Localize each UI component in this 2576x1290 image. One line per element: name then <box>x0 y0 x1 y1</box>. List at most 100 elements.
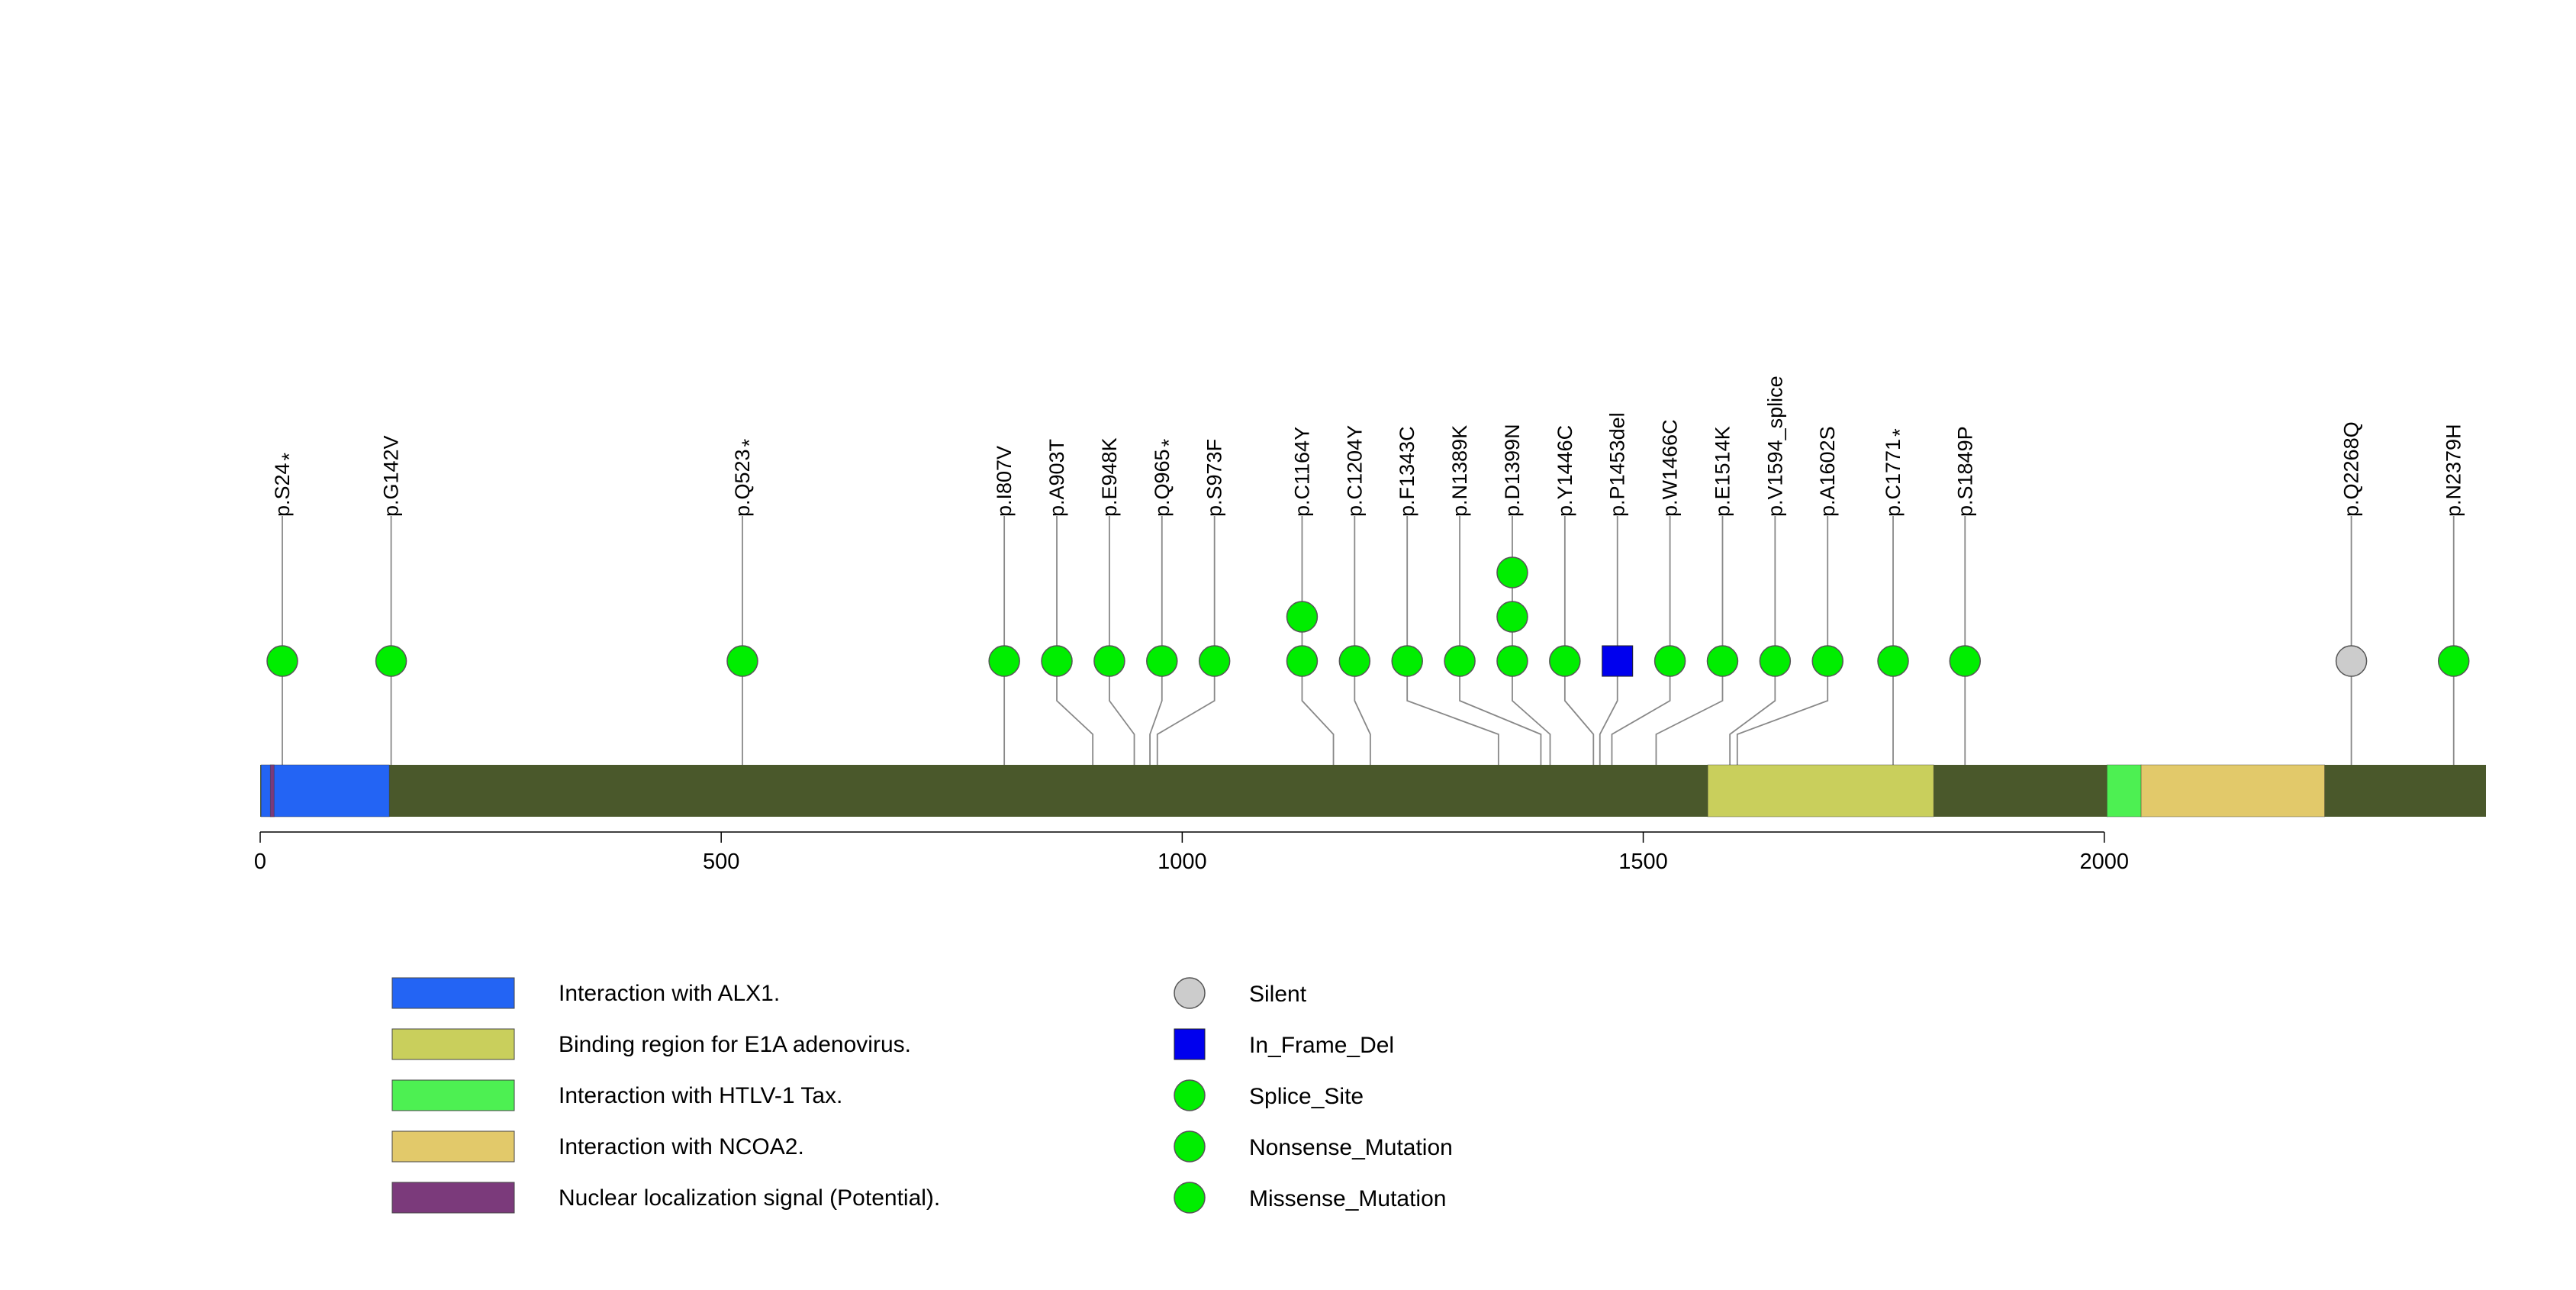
domain-legend-label-2: Interaction with HTLV-1 Tax. <box>559 1083 842 1108</box>
mutation-label-text: p.F1343C <box>1396 426 1418 517</box>
marker-14-0 <box>1602 645 1634 677</box>
mutation-legend-label-3: Nonsense_Mutation <box>1249 1135 1453 1160</box>
domain-0 <box>260 764 390 818</box>
nonsense-star: * <box>1889 428 1911 437</box>
mutation-label-text: p.V1594_splice <box>1763 376 1786 517</box>
mutation-label-text: p.S973F <box>1203 439 1226 517</box>
domain-legend-swatch-4 <box>391 1182 515 1214</box>
mutation-label-20: p.S1849P <box>1953 426 1976 517</box>
domain-legend-label-4: Nuclear localization signal (Potential). <box>559 1185 940 1211</box>
marker-2-0 <box>726 645 758 677</box>
marker-4-0 <box>1041 645 1073 677</box>
mutation-label-text: p.I807V <box>993 446 1016 517</box>
x-tick-label-4: 2000 <box>2079 850 2129 874</box>
marker-20-0 <box>1949 645 1982 677</box>
mutation-legend-label-1: In_Frame_Del <box>1249 1033 1394 1058</box>
mutation-label-14: p.P1453del <box>1606 412 1629 517</box>
marker-6-0 <box>1146 645 1178 677</box>
mutation-label-text: p.W1466C <box>1659 419 1682 517</box>
mutation-label-text: p.S24 <box>271 463 294 517</box>
mutation-label-text: p.A1602S <box>1816 426 1839 517</box>
marker-3-0 <box>988 645 1020 677</box>
mutation-label-13: p.Y1446C <box>1554 425 1576 517</box>
marker-10-0 <box>1391 645 1423 677</box>
mutation-label-6: p.Q965 * <box>1151 438 1180 517</box>
marker-1-0 <box>375 645 407 677</box>
marker-8-1 <box>1286 601 1319 633</box>
legend: Interaction with ALX1. Binding region for… <box>391 977 1453 1214</box>
mutation-label-5: p.E948K <box>1098 437 1121 517</box>
mutation-legend-label-0: Silent <box>1249 982 1307 1007</box>
mutation-label-text: p.S1849P <box>1953 426 1976 517</box>
mutation-label-1: p.G142V <box>380 435 403 517</box>
mutation-label-text: p.E948K <box>1098 437 1121 517</box>
domain-2 <box>1707 764 1934 818</box>
mutation-label-3: p.I807V <box>993 446 1016 517</box>
mutation-label-text: p.A903T <box>1045 439 1068 517</box>
mutation-legend-marker-2 <box>1174 1079 1206 1111</box>
mutation-label-0: p.S24 * <box>271 452 301 517</box>
x-axis: 0 500 1000 1500 2000 <box>254 831 2129 874</box>
mutation-legend-marker-1 <box>1174 1028 1206 1060</box>
domain-legend-swatch-3 <box>391 1130 515 1163</box>
marker-12-0 <box>1496 645 1528 677</box>
x-tick-label-0: 0 <box>254 850 266 874</box>
mutation-label-text: p.N2379H <box>2442 424 2465 517</box>
mutation-label-text: p.C1771 <box>1882 439 1905 517</box>
mutation-label-text: p.Q523 <box>731 449 754 517</box>
nonsense-star: * <box>1158 438 1180 447</box>
marker-22-0 <box>2437 645 2470 677</box>
mutation-label-15: p.W1466C <box>1659 419 1682 517</box>
mutation-label-text: p.P1453del <box>1606 412 1629 517</box>
domain-legend-swatch-2 <box>391 1079 515 1111</box>
mutation-label-4: p.A903T <box>1045 439 1068 517</box>
mutation-label-7: p.S973F <box>1203 439 1226 517</box>
mutation-label-text: p.E1514K <box>1711 426 1734 517</box>
domain-legend-swatch-1 <box>391 1028 515 1060</box>
marker-16-0 <box>1706 645 1739 677</box>
marker-8-0 <box>1286 645 1319 677</box>
mutation-label-10: p.F1343C <box>1396 426 1418 517</box>
domain-3 <box>2106 764 2142 818</box>
mutation-label-12: p.D1399N <box>1501 424 1524 517</box>
marker-0-0 <box>266 645 298 677</box>
mutation-label-text: p.Q965 <box>1151 449 1174 517</box>
mutation-markers-layer <box>266 556 2470 677</box>
mutation-label-text: p.Q2268Q <box>2340 421 2363 517</box>
mutation-label-9: p.C1204Y <box>1343 425 1366 517</box>
mutation-label-text: p.N1389K <box>1448 425 1471 517</box>
mutation-label-text: p.C1204Y <box>1343 425 1366 517</box>
mutation-legend-label-4: Missense_Mutation <box>1249 1186 1446 1211</box>
marker-21-0 <box>2335 645 2368 677</box>
mutation-labels-layer: p.S24 * p.G142V p.Q523 * p.I807V p.A903T p.E948… <box>271 376 2465 517</box>
marker-5-0 <box>1093 645 1125 677</box>
protein-backbone-layer <box>260 764 2486 818</box>
domain-legend-label-1: Binding region for E1A adenovirus. <box>559 1032 911 1057</box>
x-tick-label-2: 1000 <box>1158 850 1207 874</box>
domain-legend-swatch-0 <box>391 977 515 1009</box>
mutation-label-19: p.C1771 * <box>1882 428 1911 517</box>
marker-19-0 <box>1877 645 1909 677</box>
domain-4 <box>2140 764 2325 818</box>
domain-legend-label-3: Interaction with NCOA2. <box>559 1134 804 1159</box>
x-tick-label-1: 500 <box>703 850 739 874</box>
mutation-label-22: p.N2379H <box>2442 424 2465 517</box>
domain-legend-label-0: Interaction with ALX1. <box>559 981 780 1006</box>
marker-11-0 <box>1444 645 1476 677</box>
marker-12-2 <box>1496 556 1528 589</box>
x-tick-label-3: 1500 <box>1618 850 1668 874</box>
marker-7-0 <box>1198 645 1231 677</box>
nonsense-star: * <box>278 452 301 460</box>
mutation-legend-marker-3 <box>1174 1130 1206 1163</box>
mutation-label-text: p.D1399N <box>1501 424 1524 517</box>
mutation-label-16: p.E1514K <box>1711 426 1734 517</box>
marker-9-0 <box>1338 645 1371 677</box>
mutation-label-17: p.V1594_splice <box>1763 376 1786 517</box>
mutation-legend-label-2: Splice_Site <box>1249 1084 1364 1109</box>
marker-15-0 <box>1653 645 1686 677</box>
marker-17-0 <box>1759 645 1792 677</box>
mutation-label-8: p.C1164Y <box>1290 427 1313 517</box>
domain-1 <box>269 764 275 818</box>
